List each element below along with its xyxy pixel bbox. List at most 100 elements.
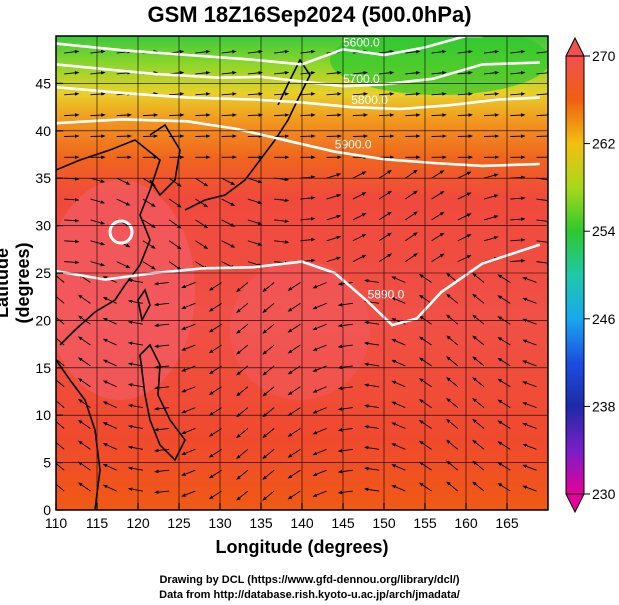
streamline [56,356,65,367]
warm-anomaly [56,180,195,400]
streamline [312,469,327,476]
streamline [102,297,117,304]
streamline [391,359,406,367]
streamline [472,439,485,450]
streamline [446,356,459,367]
streamline [363,341,380,346]
streamline [300,49,316,54]
streamline [363,425,380,429]
streamline [247,240,263,246]
streamline [221,113,237,117]
streamline [102,380,117,388]
streamline [337,386,353,390]
y-axis-label: Latitude (degrees) [0,242,33,324]
streamline [287,407,301,417]
colorbar-scale [565,55,585,495]
streamline [195,240,209,249]
plot-area: 5600.0 5700.0 5800.0 5900.0 5890.0 [56,35,548,510]
streamline [472,272,485,283]
contour-label: 5700.0 [343,72,380,86]
streamline [236,428,249,439]
chart-title: GSM 18Z16Sep2024 (500.0hPa) [147,2,472,27]
streamline [195,71,211,75]
streamline [312,490,327,497]
streamline [64,260,80,265]
streamline [181,323,196,330]
streamline [337,407,353,411]
streamline [236,323,249,334]
streamline [497,336,511,346]
streamline [247,177,263,184]
y-tick-label: 10 [35,407,51,423]
streamline [337,490,353,495]
streamline [153,365,170,369]
streamline [287,344,301,354]
y-tick-label: 20 [35,312,51,328]
streamline [418,461,432,471]
streamline [405,71,421,75]
streamline [247,71,264,75]
streamline [391,443,406,450]
colorbar-tick-label: 246 [592,311,616,327]
streamline [391,276,406,283]
streamline [405,113,421,117]
streamline [352,71,369,75]
streamline [195,113,211,117]
streamline [510,196,526,201]
streamline [497,274,511,283]
streamline [431,253,445,263]
streamline [405,49,421,54]
streamline [221,92,237,96]
streamline [236,490,249,501]
streamline [169,113,185,117]
streamline [274,49,290,54]
streamline [102,463,117,471]
y-tick-label: 5 [43,455,51,471]
x-tick-label: 140 [290,515,314,531]
streamline [236,469,249,480]
streamline [326,235,342,242]
streamline [522,464,537,471]
streamline [153,344,170,348]
streamline [326,256,342,263]
streamline [274,92,290,96]
streamline [221,198,236,206]
streamline [102,359,117,367]
streamline [287,302,301,312]
streamline [181,469,196,476]
streamline [153,302,170,307]
streamline [153,490,170,494]
streamline [472,481,485,492]
streamline [221,219,236,227]
coast-korea [149,123,181,197]
contour-line [56,85,540,111]
streamline [181,386,196,393]
colorbar-tick-label: 254 [592,223,616,239]
streamline [326,92,342,96]
streamline [431,92,447,96]
y-tick-label: 25 [35,265,51,281]
cyclone-marker [108,219,134,245]
streamline [153,406,170,411]
streamline [181,448,196,455]
streamline [457,49,473,54]
streamline [127,278,143,283]
streamline [262,344,275,355]
streamline [300,196,316,200]
streamline [379,49,395,54]
streamline [56,460,65,471]
streamline [102,484,117,492]
streamline [446,335,459,346]
streamline [431,232,445,242]
streamline [153,323,170,328]
streamline [236,282,249,293]
streamline [391,401,406,409]
colorbar-tick-label: 238 [592,398,616,414]
streamline [116,177,131,185]
contour-label: 5600.0 [343,35,380,49]
x-tick-label: 115 [86,515,109,531]
streamline [262,469,275,480]
streamline [522,297,537,304]
streamline [337,428,353,432]
streamline [457,71,473,75]
